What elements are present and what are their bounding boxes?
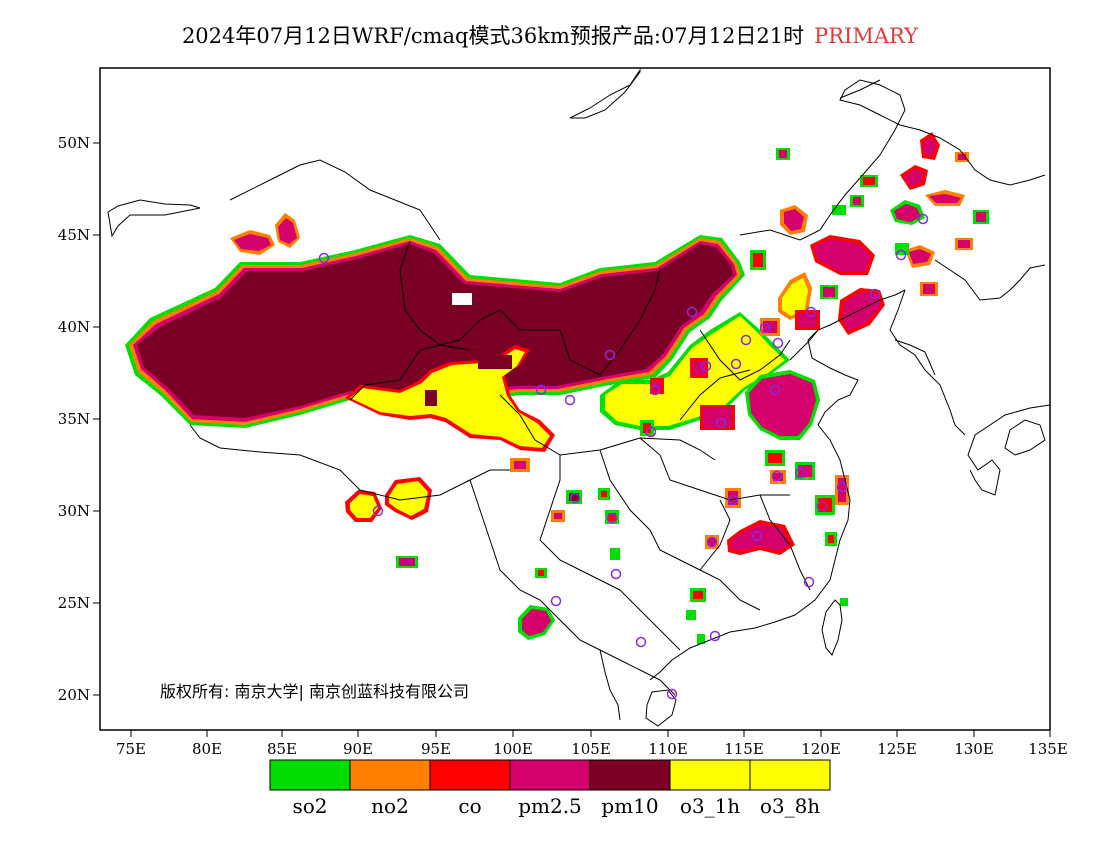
pm10-region xyxy=(125,235,745,428)
lat-tick-label: 20N xyxy=(58,686,90,704)
map-frame xyxy=(99,67,1051,731)
lat-tick-label: 35N xyxy=(58,410,90,428)
latitude-axis xyxy=(93,142,100,696)
legend-swatch-so2 xyxy=(270,760,350,790)
legend-label-no2: no2 xyxy=(371,794,409,818)
legend-label-pm10: pm10 xyxy=(601,794,658,818)
legend-swatch-pm10 xyxy=(590,760,670,790)
legend-label-co: co xyxy=(458,794,481,818)
primary-tag: PRIMARY xyxy=(814,24,919,48)
map-title: 2024年07月12日WRF/cmaq模式36km预报产品:07月12日21时 P… xyxy=(0,20,1100,50)
pm25-regions xyxy=(230,132,965,640)
lon-tick-label: 130E xyxy=(954,740,994,758)
legend-swatch-pm25 xyxy=(510,760,590,790)
latitude-labels: 50N 45N 40N 35N 30N 25N 20N xyxy=(58,134,90,704)
legend-swatch-no2 xyxy=(350,760,430,790)
lon-tick-label: 95E xyxy=(421,740,451,758)
lat-tick-label: 25N xyxy=(58,594,90,612)
boundaries xyxy=(107,68,1050,727)
lon-tick-label: 125E xyxy=(877,740,917,758)
map-content: 版权所有: 南京大学| 南京创蓝科技有限公司 xyxy=(107,68,1050,727)
lon-tick-label: 115E xyxy=(724,740,764,758)
city-markers xyxy=(318,213,929,700)
lat-tick-label: 30N xyxy=(58,502,90,520)
legend-label-o3-1h: o3_1h xyxy=(680,794,740,818)
legend-swatch-o3-1h xyxy=(670,760,750,790)
legend-label-o3-8h: o3_8h xyxy=(760,794,820,818)
lon-tick-label: 75E xyxy=(116,740,146,758)
legend: so2 no2 co pm2.5 pm10 o3_1h o3_8h xyxy=(269,759,831,818)
lon-tick-label: 120E xyxy=(801,740,841,758)
longitude-axis xyxy=(130,730,1051,737)
legend-swatch-co xyxy=(430,760,510,790)
lat-tick-label: 45N xyxy=(58,226,90,244)
longitude-labels: 75E 80E 85E 90E 95E 100E 105E 110E 115E … xyxy=(116,740,1068,758)
lon-tick-label: 85E xyxy=(267,740,297,758)
lat-tick-label: 50N xyxy=(58,134,90,152)
lon-tick-label: 105E xyxy=(571,740,611,758)
legend-swatch-o3-8h xyxy=(750,760,830,790)
lon-tick-label: 90E xyxy=(343,740,373,758)
lat-tick-label: 40N xyxy=(58,318,90,336)
legend-label-pm25: pm2.5 xyxy=(518,794,582,818)
lon-tick-label: 100E xyxy=(493,740,533,758)
lon-tick-label: 110E xyxy=(648,740,688,758)
lon-tick-label: 135E xyxy=(1028,740,1068,758)
legend-label-so2: so2 xyxy=(292,794,327,818)
copyright-text: 版权所有: 南京大学| 南京创蓝科技有限公司 xyxy=(160,682,469,701)
lon-tick-label: 80E xyxy=(192,740,222,758)
copyright-block: 版权所有: 南京大学| 南京创蓝科技有限公司 xyxy=(160,682,469,701)
title-text: 2024年07月12日WRF/cmaq模式36km预报产品:07月12日21时 xyxy=(181,24,805,48)
